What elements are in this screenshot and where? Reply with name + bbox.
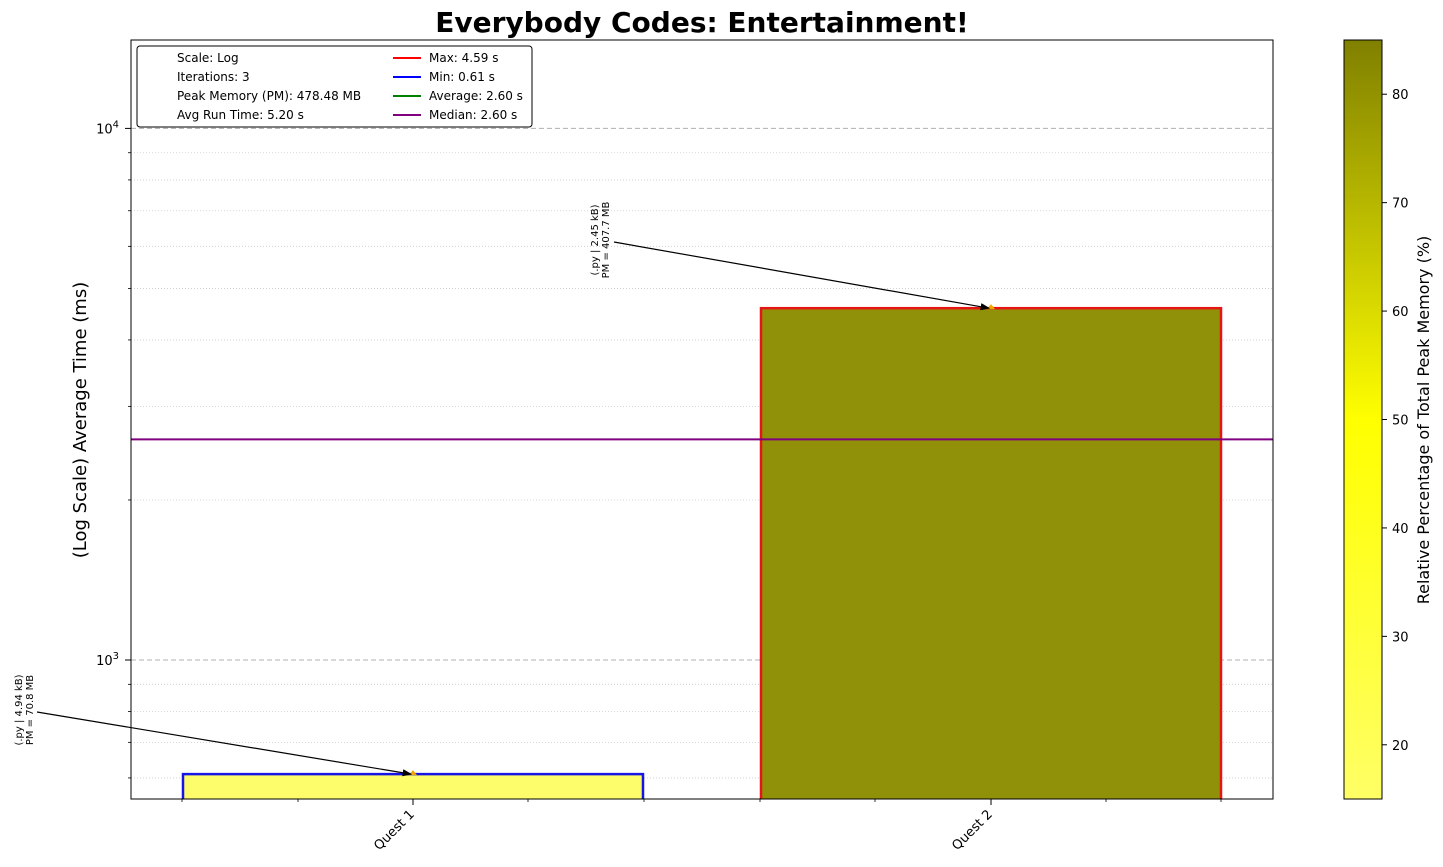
annotation-label: (.py | 2.45 kB) PM = 407.7 MB [590,202,612,279]
legend-line-label: Average: 2.60 s [429,89,523,103]
bar-quest-2 [759,306,1223,799]
legend: Scale: Log Iterations: 3 Peak Memory (PM):… [136,45,533,128]
y-tick-label: 104 [96,119,119,137]
colorbar-tick-label: 30 [1392,630,1409,645]
y-axis-label: (Log Scale) Average Time (ms) [70,282,91,558]
annotation-line-1: (.py | 4.94 kB) [14,674,25,745]
legend-info-text: Iterations: 3 [177,70,250,84]
legend-box [136,45,533,128]
annotation-label: (.py | 4.94 kB) PM = 70.8 MB [14,674,36,745]
chart-title: Everybody Codes: Entertainment! [435,6,969,39]
colorbar-tick-label: 70 [1392,197,1409,212]
legend-line-label: Min: 0.61 s [429,70,495,84]
colorbar-tick-label: 50 [1392,414,1409,429]
plot-area-frame [130,39,1274,800]
colorbar-label: Relative Percentage of Total Peak Memory… [1414,236,1433,605]
colorbar-tick-label: 20 [1392,739,1409,754]
annotation-line-2: PM = 407.7 MB [601,202,612,279]
annotations-layer: (.py | 4.94 kB) PM = 70.8 MB (.py | 2.45 k… [14,202,991,777]
annotation-arrow [36,711,413,777]
annotation-arrow [613,241,991,311]
y-tick-label: 103 [96,651,119,669]
colorbar-tick-label: 60 [1392,305,1409,320]
colorbar-tick-label: 80 [1392,88,1409,103]
legend-line-label: Max: 4.59 s [429,51,498,65]
legend-info-text: Avg Run Time: 5.20 s [177,108,304,122]
colorbar-tick-label: 40 [1392,522,1409,537]
x-tick-label: Quest 1 [371,807,417,853]
legend-info-text: Scale: Log [177,51,239,65]
colorbar-gradient [1343,39,1383,800]
colorbar: Relative Percentage of Total Peak Memory… [1343,39,1433,800]
legend-line-label: Median: 2.60 s [429,108,517,122]
annotation-line-1: (.py | 2.45 kB) [590,204,601,275]
legend-info-text: Peak Memory (PM): 478.48 MB [177,89,361,103]
annotation-line-2: PM = 70.8 MB [25,675,36,745]
x-tick-label: Quest 2 [949,807,995,853]
bars-layer [181,304,1223,799]
